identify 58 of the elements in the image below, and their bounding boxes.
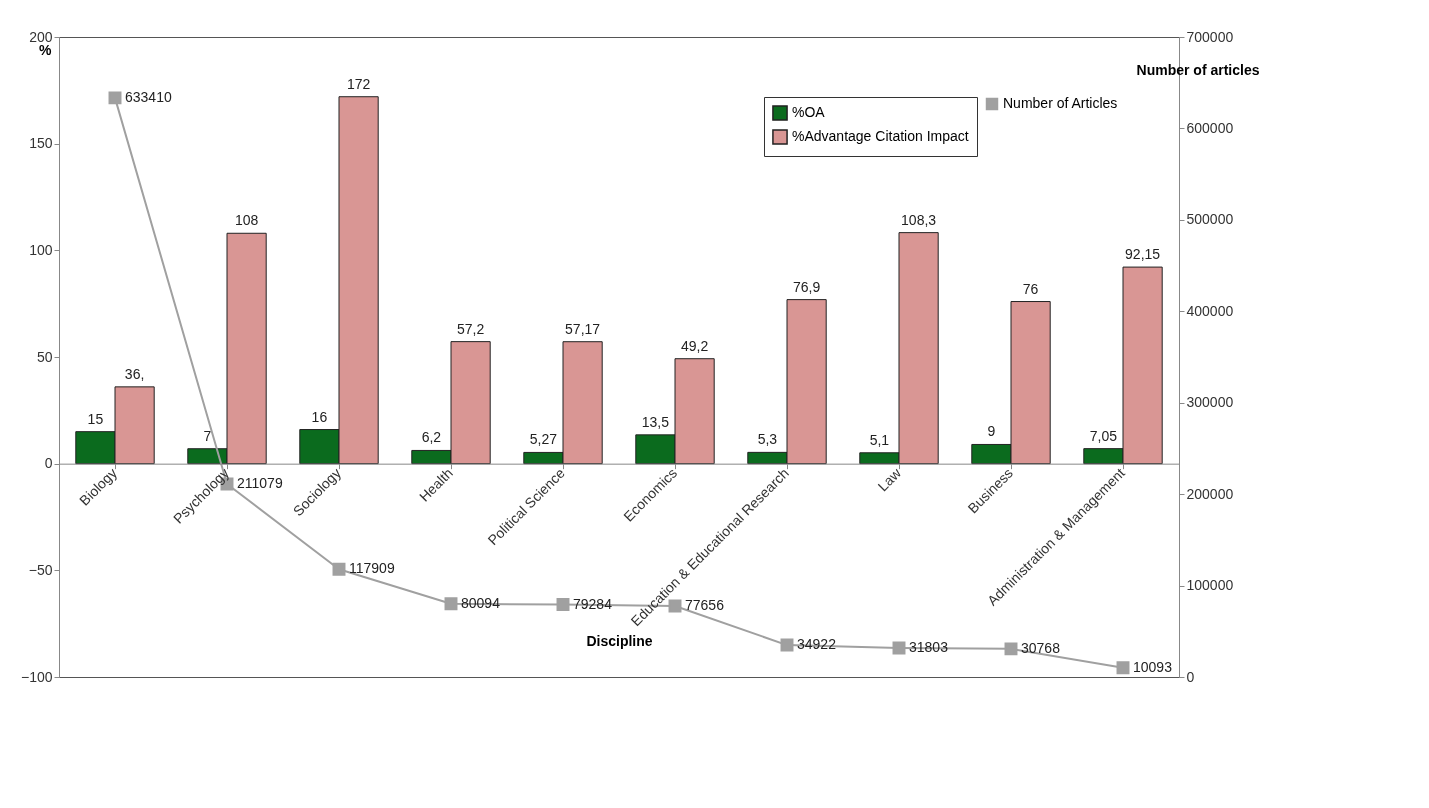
y2-tick-label: 400000 [1186,302,1234,319]
point [444,597,458,611]
y2-tick-label: 200000 [1186,485,1234,502]
y-tick-label: −100 [20,668,53,685]
y2-axis-title: Number of articles [1136,61,1260,78]
y2-tick-label: 700000 [1186,28,1234,45]
y2-tick-label: 500000 [1186,211,1234,228]
point [1004,642,1018,656]
data-label: 34922 [797,636,837,653]
data-label: 31803 [909,638,949,655]
data-label: 92,15 [1125,246,1161,263]
y-tick-label: 50 [36,348,53,365]
data-label: 77656 [685,597,725,613]
data-label: 172 [346,75,371,92]
point [1116,661,1130,675]
data-label: 5,1 [869,431,890,448]
data-label: 6,2 [421,429,442,446]
y-tick-label: −50 [28,561,53,578]
data-label: 108,3 [901,211,937,228]
x-axis-title: Discipline [586,633,653,650]
data-label: 16 [311,408,328,425]
data-label: 117909 [349,560,395,577]
data-label: 49,2 [680,337,709,354]
data-label: 10093 [1133,658,1173,675]
legend-label: %Advantage Citation Impact [792,128,969,144]
data-label: 57,17 [565,320,601,337]
y2-tick-label: 0 [1186,668,1195,685]
data-label: 80094 [461,594,501,611]
data-label: 30768 [1021,639,1061,656]
point [780,638,794,652]
data-label: 7,05 [1089,427,1118,444]
data-label: 57,2 [456,320,485,337]
point [108,91,122,105]
data-label: 9 [987,423,996,440]
y-tick-label: 0 [44,455,53,472]
y2-tick-label: 300000 [1186,394,1234,411]
data-label: 633410 [125,88,172,105]
data-label: 15 [87,410,104,427]
data-label: 7 [203,427,212,444]
x-tick-label: Law [874,464,905,495]
point [332,562,346,576]
data-label: 76 [1022,280,1039,297]
data-label: 5,27 [529,431,558,448]
data-label: 79284 [573,595,613,612]
data-label: 108 [234,212,259,229]
data-label: 5,3 [757,431,778,448]
data-label: 76,9 [792,278,821,295]
point [892,641,906,655]
y2-tick-label: 600000 [1186,119,1234,136]
y-tick-label: 150 [29,135,53,152]
data-label: 211079 [237,475,283,492]
data-label: 13,5 [641,413,670,430]
y-tick-label: 100 [29,241,53,258]
point [556,598,570,611]
y2-tick-label: 100000 [1186,577,1234,594]
data-label: 36, [124,365,145,382]
legend-label: %OA [792,104,826,120]
legend-label: Number of Articles [1003,95,1118,111]
